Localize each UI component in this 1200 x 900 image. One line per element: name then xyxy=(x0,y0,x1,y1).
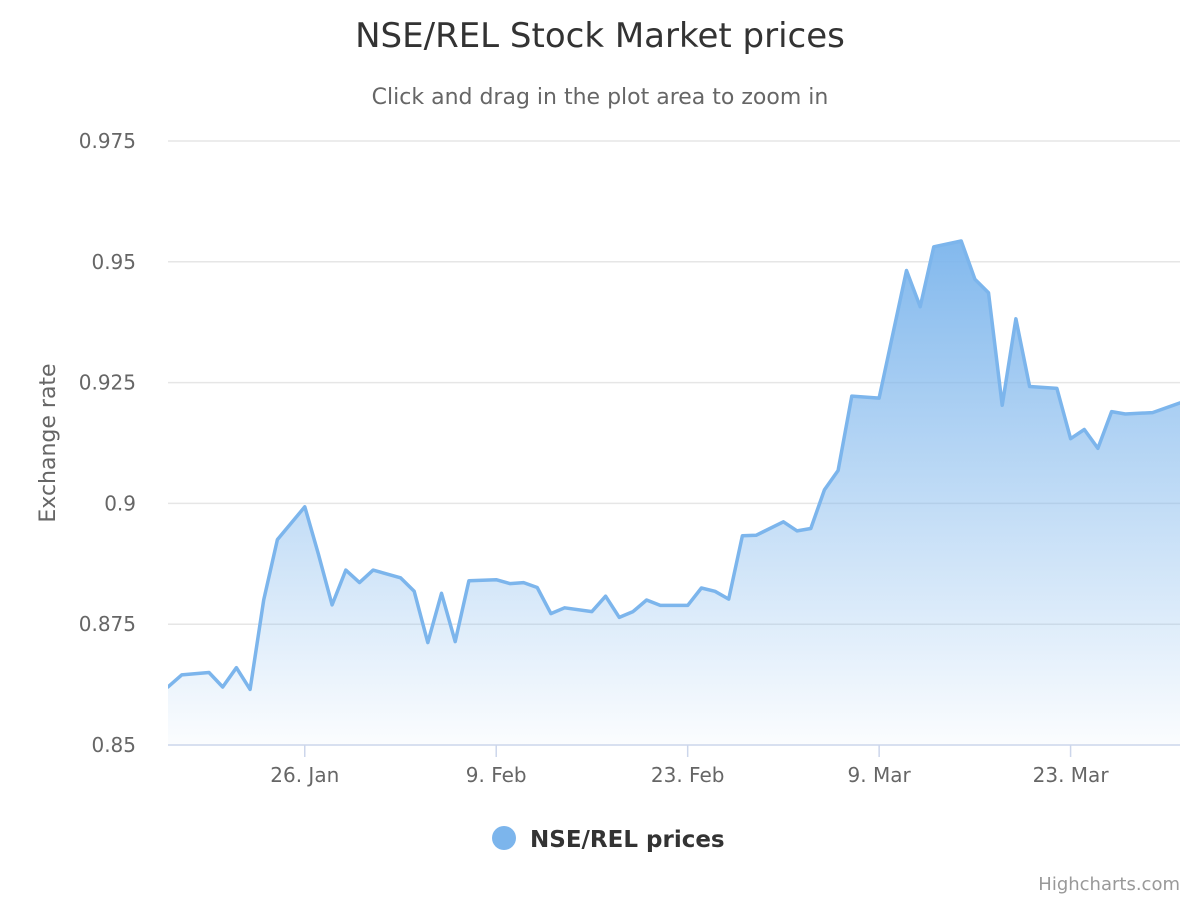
data-point[interactable] xyxy=(807,525,815,533)
x-tick-label: 9. Mar xyxy=(848,763,912,787)
y-axis-title: Exchange rate xyxy=(36,363,61,522)
y-axis-ticks: 0.85 0.875 0.9 0.925 0.95 0.975 xyxy=(79,129,136,757)
data-point[interactable] xyxy=(930,243,938,251)
data-point[interactable] xyxy=(752,531,760,539)
data-point[interactable] xyxy=(629,608,637,616)
data-point[interactable] xyxy=(1080,426,1088,434)
series-area xyxy=(168,241,1180,745)
chart-subtitle: Click and drag in the plot area to zoom … xyxy=(372,85,829,110)
y-tick-label: 0.875 xyxy=(79,612,136,636)
y-tick-label: 0.9 xyxy=(104,491,136,515)
data-point[interactable] xyxy=(561,604,569,612)
data-point[interactable] xyxy=(178,671,186,679)
data-point[interactable] xyxy=(533,584,541,592)
data-point[interactable] xyxy=(1176,399,1184,407)
data-point[interactable] xyxy=(1026,383,1034,391)
data-point[interactable] xyxy=(506,580,514,588)
x-axis-ticks: 26. Jan 9. Feb 23. Feb 9. Mar 23. Mar xyxy=(270,745,1109,787)
data-point[interactable] xyxy=(410,587,418,595)
data-point[interactable] xyxy=(643,596,651,604)
data-point[interactable] xyxy=(397,574,405,582)
legend-item[interactable]: NSE/REL prices xyxy=(492,826,725,853)
data-point[interactable] xyxy=(957,237,965,245)
legend-label: NSE/REL prices xyxy=(530,827,725,853)
data-point[interactable] xyxy=(465,577,473,585)
data-point[interactable] xyxy=(1121,410,1129,418)
data-point[interactable] xyxy=(779,518,787,526)
data-point[interactable] xyxy=(834,467,842,475)
data-point[interactable] xyxy=(1149,409,1157,417)
chart-title: NSE/REL Stock Market prices xyxy=(355,16,845,56)
data-point[interactable] xyxy=(301,503,309,511)
y-tick-label: 0.925 xyxy=(79,371,136,395)
data-point[interactable] xyxy=(451,638,459,646)
data-point[interactable] xyxy=(1053,384,1061,392)
data-point[interactable] xyxy=(793,527,801,535)
data-point[interactable] xyxy=(848,392,856,400)
data-point[interactable] xyxy=(246,685,254,693)
data-point[interactable] xyxy=(903,267,911,275)
legend-symbol-icon xyxy=(492,826,516,850)
data-point[interactable] xyxy=(711,587,719,595)
data-point[interactable] xyxy=(725,595,733,603)
data-point[interactable] xyxy=(1094,444,1102,452)
x-tick-label: 23. Feb xyxy=(651,763,725,787)
data-point[interactable] xyxy=(273,536,281,544)
y-tick-label: 0.975 xyxy=(79,129,136,153)
data-point[interactable] xyxy=(260,596,268,604)
data-point[interactable] xyxy=(697,584,705,592)
data-point[interactable] xyxy=(328,601,336,609)
data-point[interactable] xyxy=(520,579,528,587)
x-tick-label: 26. Jan xyxy=(270,763,339,787)
data-point[interactable] xyxy=(164,683,172,691)
credits-link[interactable]: Highcharts.com xyxy=(1038,874,1180,895)
data-point[interactable] xyxy=(985,289,993,297)
data-point[interactable] xyxy=(547,610,555,618)
series-line[interactable] xyxy=(168,239,1180,692)
data-point[interactable] xyxy=(1067,435,1075,443)
data-point[interactable] xyxy=(615,613,623,621)
x-tick-label: 9. Feb xyxy=(466,763,527,787)
data-point[interactable] xyxy=(492,576,500,584)
data-point[interactable] xyxy=(438,589,446,597)
data-point[interactable] xyxy=(656,601,664,609)
data-point[interactable] xyxy=(971,275,979,283)
data-point[interactable] xyxy=(998,401,1006,409)
plot-area[interactable] xyxy=(164,237,1184,745)
x-tick-label: 23. Mar xyxy=(1033,763,1110,787)
data-point[interactable] xyxy=(205,669,213,677)
data-point[interactable] xyxy=(314,550,322,558)
data-point[interactable] xyxy=(875,394,883,402)
data-point[interactable] xyxy=(602,592,610,600)
data-point[interactable] xyxy=(820,486,828,494)
data-point[interactable] xyxy=(684,601,692,609)
data-point[interactable] xyxy=(738,532,746,540)
y-tick-label: 0.85 xyxy=(91,733,136,757)
data-point[interactable] xyxy=(916,303,924,311)
data-point[interactable] xyxy=(588,608,596,616)
data-point[interactable] xyxy=(1012,315,1020,323)
y-tick-label: 0.95 xyxy=(91,250,136,274)
data-point[interactable] xyxy=(424,639,432,647)
data-point[interactable] xyxy=(342,566,350,574)
data-point[interactable] xyxy=(219,683,227,691)
data-point[interactable] xyxy=(1108,408,1116,416)
data-point[interactable] xyxy=(356,579,364,587)
data-point[interactable] xyxy=(232,664,240,672)
data-point[interactable] xyxy=(369,566,377,574)
